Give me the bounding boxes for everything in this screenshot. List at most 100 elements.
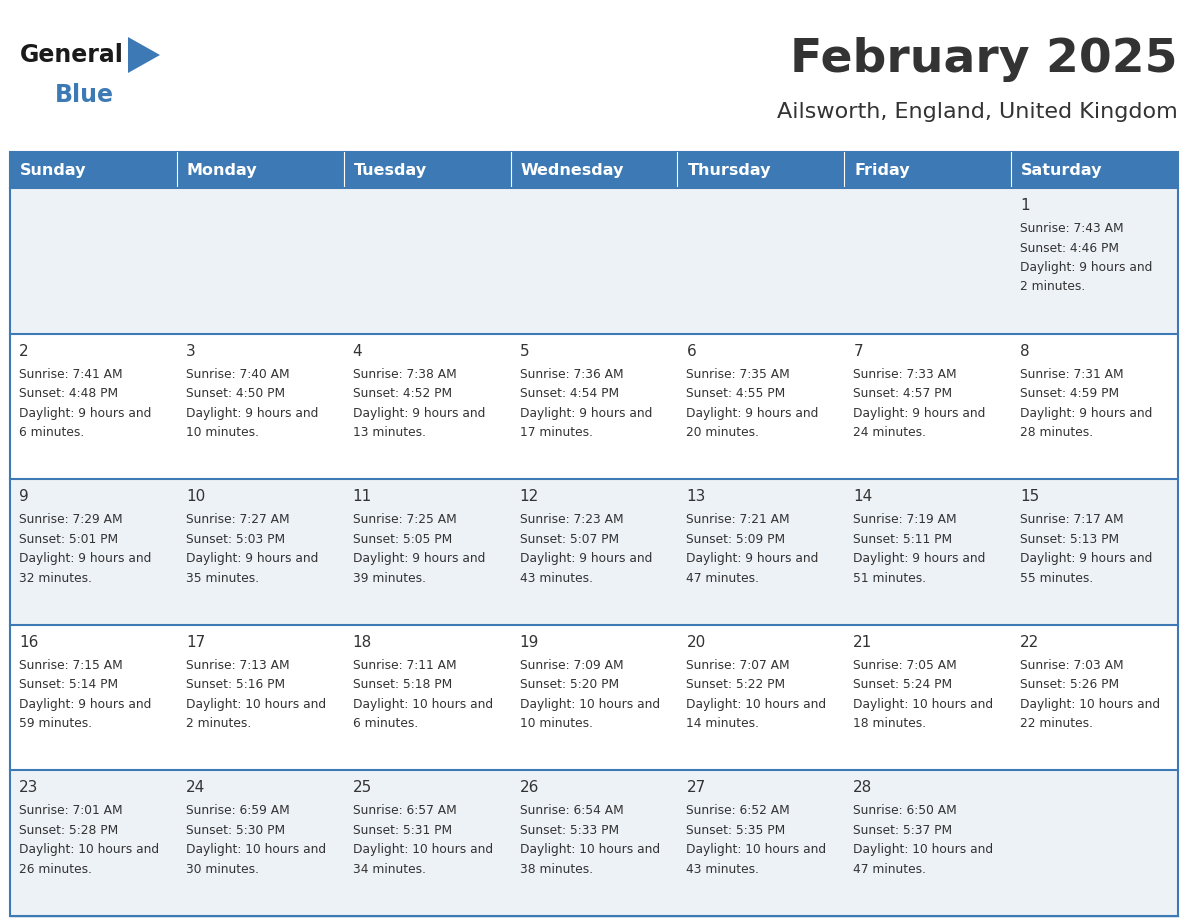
Text: Daylight: 9 hours and: Daylight: 9 hours and	[1020, 553, 1152, 565]
Text: Thursday: Thursday	[688, 162, 771, 177]
Bar	[10, 625, 177, 770]
Text: 26 minutes.: 26 minutes.	[19, 863, 91, 876]
Text: Blue: Blue	[55, 83, 114, 107]
Text: Sunrise: 7:09 AM: Sunrise: 7:09 AM	[519, 659, 624, 672]
Text: Sunrise: 7:19 AM: Sunrise: 7:19 AM	[853, 513, 956, 526]
Bar	[10, 188, 177, 333]
Text: Daylight: 9 hours and: Daylight: 9 hours and	[19, 553, 151, 565]
Bar	[343, 333, 511, 479]
Text: Sunrise: 7:11 AM: Sunrise: 7:11 AM	[353, 659, 456, 672]
Bar	[10, 479, 177, 625]
Bar	[677, 188, 845, 333]
Text: Saturday: Saturday	[1022, 162, 1102, 177]
Text: Daylight: 10 hours and: Daylight: 10 hours and	[19, 844, 159, 856]
Text: 2: 2	[19, 343, 29, 359]
Text: Sunset: 4:48 PM: Sunset: 4:48 PM	[19, 387, 118, 400]
Text: 17 minutes.: 17 minutes.	[519, 426, 593, 439]
Text: 27: 27	[687, 780, 706, 795]
Text: 2 minutes.: 2 minutes.	[185, 717, 251, 731]
Bar	[343, 152, 511, 188]
Text: 24: 24	[185, 780, 206, 795]
Bar	[845, 770, 1011, 916]
Text: Daylight: 10 hours and: Daylight: 10 hours and	[519, 844, 659, 856]
Text: 19: 19	[519, 635, 539, 650]
Text: Daylight: 10 hours and: Daylight: 10 hours and	[1020, 698, 1161, 711]
Text: Sunset: 5:24 PM: Sunset: 5:24 PM	[853, 678, 953, 691]
Text: Sunset: 5:33 PM: Sunset: 5:33 PM	[519, 823, 619, 837]
Text: Sunset: 5:35 PM: Sunset: 5:35 PM	[687, 823, 785, 837]
Text: Sunset: 5:30 PM: Sunset: 5:30 PM	[185, 823, 285, 837]
Bar	[511, 770, 677, 916]
Text: Sunset: 5:01 PM: Sunset: 5:01 PM	[19, 532, 118, 545]
Text: 18: 18	[353, 635, 372, 650]
Bar	[343, 188, 511, 333]
Bar	[1011, 333, 1178, 479]
Text: Sunrise: 7:35 AM: Sunrise: 7:35 AM	[687, 367, 790, 381]
Text: 13 minutes.: 13 minutes.	[353, 426, 425, 439]
Text: General: General	[20, 43, 124, 67]
Text: 18 minutes.: 18 minutes.	[853, 717, 927, 731]
Text: Sunrise: 6:52 AM: Sunrise: 6:52 AM	[687, 804, 790, 817]
Text: 10 minutes.: 10 minutes.	[185, 426, 259, 439]
Text: Sunrise: 7:01 AM: Sunrise: 7:01 AM	[19, 804, 122, 817]
Text: Daylight: 9 hours and: Daylight: 9 hours and	[687, 553, 819, 565]
Text: Daylight: 10 hours and: Daylight: 10 hours and	[353, 844, 493, 856]
Bar	[177, 625, 343, 770]
Text: Sunrise: 7:05 AM: Sunrise: 7:05 AM	[853, 659, 958, 672]
Text: 3: 3	[185, 343, 196, 359]
Text: Daylight: 10 hours and: Daylight: 10 hours and	[853, 844, 993, 856]
Text: Wednesday: Wednesday	[520, 162, 624, 177]
Text: 43 minutes.: 43 minutes.	[687, 863, 759, 876]
Bar	[177, 479, 343, 625]
Text: 16: 16	[19, 635, 38, 650]
Text: Daylight: 10 hours and: Daylight: 10 hours and	[687, 844, 827, 856]
Text: Sunrise: 7:25 AM: Sunrise: 7:25 AM	[353, 513, 456, 526]
Text: Sunset: 5:37 PM: Sunset: 5:37 PM	[853, 823, 953, 837]
Text: Daylight: 9 hours and: Daylight: 9 hours and	[19, 407, 151, 420]
Text: 47 minutes.: 47 minutes.	[853, 863, 927, 876]
Text: Daylight: 10 hours and: Daylight: 10 hours and	[185, 698, 326, 711]
Text: 35 minutes.: 35 minutes.	[185, 572, 259, 585]
Text: Daylight: 9 hours and: Daylight: 9 hours and	[519, 553, 652, 565]
Text: 32 minutes.: 32 minutes.	[19, 572, 91, 585]
Text: Sunrise: 7:27 AM: Sunrise: 7:27 AM	[185, 513, 290, 526]
Text: 21: 21	[853, 635, 872, 650]
Text: Daylight: 9 hours and: Daylight: 9 hours and	[19, 698, 151, 711]
Text: Monday: Monday	[187, 162, 258, 177]
Bar	[845, 625, 1011, 770]
Text: Sunrise: 6:54 AM: Sunrise: 6:54 AM	[519, 804, 624, 817]
Text: Sunrise: 7:31 AM: Sunrise: 7:31 AM	[1020, 367, 1124, 381]
Text: 12: 12	[519, 489, 539, 504]
Text: 28: 28	[853, 780, 872, 795]
Bar	[177, 770, 343, 916]
Text: 8: 8	[1020, 343, 1030, 359]
Text: Sunset: 4:52 PM: Sunset: 4:52 PM	[353, 387, 451, 400]
Bar	[845, 188, 1011, 333]
Bar	[677, 625, 845, 770]
Text: Sunrise: 6:50 AM: Sunrise: 6:50 AM	[853, 804, 958, 817]
Bar	[177, 333, 343, 479]
Bar	[511, 333, 677, 479]
Bar	[1011, 770, 1178, 916]
Text: 28 minutes.: 28 minutes.	[1020, 426, 1093, 439]
Text: 13: 13	[687, 489, 706, 504]
Text: Tuesday: Tuesday	[354, 162, 426, 177]
Text: 20: 20	[687, 635, 706, 650]
Text: Sunrise: 7:07 AM: Sunrise: 7:07 AM	[687, 659, 790, 672]
Text: Sunset: 5:26 PM: Sunset: 5:26 PM	[1020, 678, 1119, 691]
Text: Daylight: 9 hours and: Daylight: 9 hours and	[353, 553, 485, 565]
Bar	[10, 152, 1178, 916]
Bar	[1011, 152, 1178, 188]
Text: Sunrise: 7:40 AM: Sunrise: 7:40 AM	[185, 367, 290, 381]
Text: Daylight: 9 hours and: Daylight: 9 hours and	[185, 553, 318, 565]
Text: 7: 7	[853, 343, 862, 359]
Bar	[1011, 188, 1178, 333]
Text: Sunset: 5:28 PM: Sunset: 5:28 PM	[19, 823, 119, 837]
Text: 25: 25	[353, 780, 372, 795]
Text: 10: 10	[185, 489, 206, 504]
Text: Sunset: 5:11 PM: Sunset: 5:11 PM	[853, 532, 953, 545]
Text: Sunrise: 7:13 AM: Sunrise: 7:13 AM	[185, 659, 290, 672]
Text: Daylight: 10 hours and: Daylight: 10 hours and	[687, 698, 827, 711]
Bar	[177, 188, 343, 333]
Text: Daylight: 10 hours and: Daylight: 10 hours and	[185, 844, 326, 856]
